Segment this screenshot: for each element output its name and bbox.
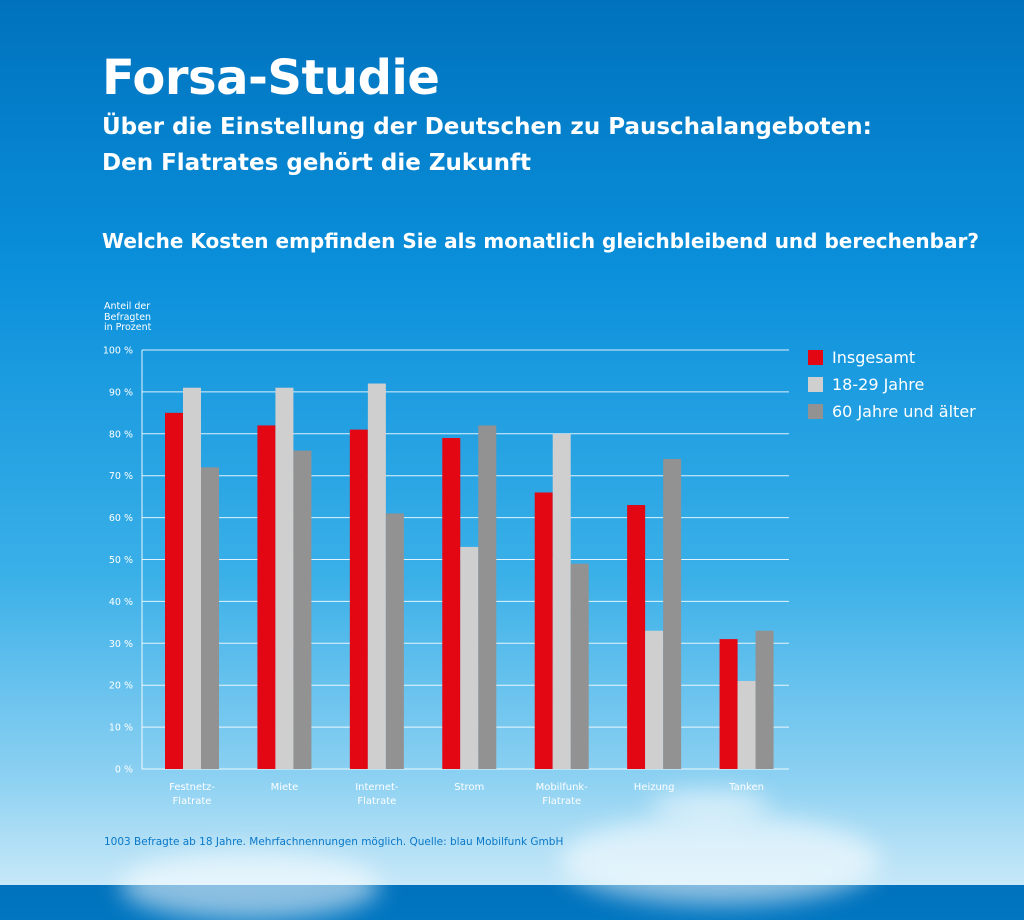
bar-2-5 — [663, 458, 682, 769]
y-axis-title-line: in Prozent — [104, 322, 152, 333]
bar-1-4 — [552, 433, 571, 769]
bar-1-5 — [645, 630, 664, 769]
bar-0-6 — [719, 639, 738, 769]
y-tick-label: 60 % — [109, 513, 133, 524]
chart-question: Welche Kosten empfinden Sie als monatlic… — [102, 229, 979, 253]
legend-label: 60 Jahre und älter — [832, 402, 976, 421]
x-tick-label: Flatrate — [173, 796, 212, 807]
legend-label: Insgesamt — [832, 348, 916, 367]
bar-chart: 0 % 10 % 20 % 30 % 40 % 50 % 60 % 70 % 80 % 90 % 1… — [103, 346, 774, 807]
legend-item-18-29: 18-29 Jahre — [808, 371, 976, 398]
bar-1-6 — [737, 681, 756, 769]
x-tick-label: Festnetz- — [169, 782, 215, 793]
legend-item-insgesamt: Insgesamt — [808, 344, 976, 371]
y-tick-label: 50 % — [109, 555, 133, 566]
y-tick-label: 0 % — [115, 765, 133, 776]
legend-item-60-plus: 60 Jahre und älter — [808, 398, 976, 425]
y-tick-label: 90 % — [109, 387, 133, 398]
y-tick-label: 30 % — [109, 639, 133, 650]
y-tick-label: 80 % — [109, 429, 133, 440]
x-tick-label: Heizung — [634, 782, 675, 793]
page-subtitle-line-1: Über die Einstellung der Deutschen zu Pa… — [102, 114, 872, 140]
bar-2-1 — [293, 450, 312, 769]
y-tick-label: 70 % — [109, 471, 133, 482]
bar-1-2 — [367, 383, 386, 769]
x-tick-label: Flatrate — [542, 796, 581, 807]
y-tick-label: 10 % — [109, 723, 133, 734]
bar-0-3 — [442, 437, 461, 769]
x-tick-label: Miete — [271, 782, 299, 793]
legend-swatch — [808, 350, 823, 365]
legend-label: 18-29 Jahre — [832, 375, 925, 394]
bar-0-1 — [257, 425, 276, 769]
bar-2-3 — [478, 425, 497, 769]
bar-0-2 — [349, 429, 368, 769]
legend-swatch — [808, 377, 823, 392]
page-title: Forsa-Studie — [102, 50, 440, 106]
page-subtitle-line-2: Den Flatrates gehört die Zukunft — [102, 150, 531, 176]
bar-2-0 — [201, 467, 219, 769]
y-axis-title-line: Anteil der — [104, 301, 151, 312]
bar-0-0 — [165, 412, 183, 769]
y-axis-title: Anteil der Befragten in Prozent — [104, 301, 152, 334]
bar-0-4 — [534, 492, 553, 769]
x-tick-label: Mobilfunk- — [536, 782, 589, 793]
cloud-decoration — [650, 790, 770, 820]
bar-1-0 — [183, 387, 201, 769]
y-tick-label: 20 % — [109, 681, 133, 692]
x-tick-label: Internet- — [355, 782, 399, 793]
x-tick-label: Strom — [454, 782, 484, 793]
source-note: 1003 Befragte ab 18 Jahre. Mehrfachnennu… — [104, 836, 564, 848]
x-tick-label: Tanken — [728, 782, 764, 793]
x-tick-label: Flatrate — [357, 796, 396, 807]
bar-2-6 — [755, 630, 774, 769]
bar-1-1 — [275, 387, 294, 769]
legend-swatch — [808, 404, 823, 419]
bar-2-2 — [385, 513, 404, 769]
bar-2-4 — [570, 563, 589, 769]
chart-legend: Insgesamt 18-29 Jahre 60 Jahre und älter — [808, 344, 976, 425]
bar-1-3 — [460, 546, 479, 769]
y-axis-title-line: Befragten — [104, 311, 152, 323]
y-tick-label: 100 % — [103, 346, 133, 357]
bar-0-5 — [627, 505, 646, 769]
y-tick-label: 40 % — [109, 597, 133, 608]
